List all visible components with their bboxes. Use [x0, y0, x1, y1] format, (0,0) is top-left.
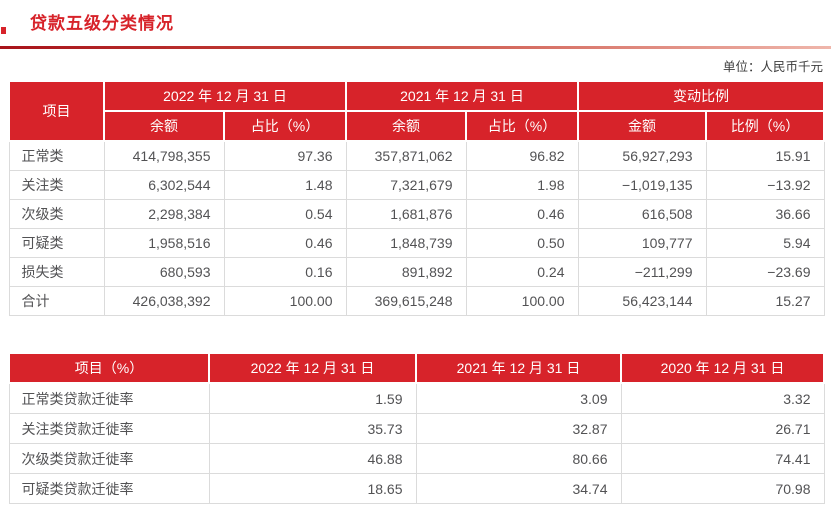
cell-pct-2022: 0.46: [223, 228, 347, 258]
table-row: 正常类贷款迁徙率 1.59 3.09 3.32: [8, 382, 825, 414]
cell-change-amount: 56,423,144: [577, 286, 707, 316]
cell-label: 合计: [8, 286, 105, 316]
table1-header-row-1: 项目 2022 年 12 月 31 日 2021 年 12 月 31 日 变动比…: [8, 80, 825, 142]
cell-balance-2022: 680,593: [103, 257, 225, 287]
header-cell-pct-2022: 占比（%）: [223, 110, 347, 142]
cell-pct-2022: 97.36: [223, 140, 347, 171]
header-cell-item: 项目: [8, 80, 105, 142]
cell-balance-2022: 426,038,392: [103, 286, 225, 316]
cell-2022: 1.59: [208, 382, 417, 414]
header-cell-date-2022: 2022 年 12 月 31 日: [103, 80, 347, 112]
cell-2020: 74.41: [620, 443, 825, 474]
cell-change-pct: 15.27: [705, 286, 825, 316]
table-row: 次级类 2,298,384 0.54 1,681,876 0.46 616,50…: [8, 199, 825, 229]
loan-migration-table: 项目（%） 2022 年 12 月 31 日 2021 年 12 月 31 日 …: [8, 352, 825, 504]
cell-label: 可疑类贷款迁徙率: [8, 473, 210, 504]
header-cell-date-2022: 2022 年 12 月 31 日: [208, 352, 417, 384]
cell-pct-2021: 0.24: [465, 257, 579, 287]
header-cell-pct-2021: 占比（%）: [465, 110, 579, 142]
header-cell-balance-2021: 余额: [345, 110, 467, 142]
header-cell-balance-2022: 余额: [103, 110, 225, 142]
cell-2021: 32.87: [415, 413, 622, 444]
cell-pct-2022: 100.00: [223, 286, 347, 316]
cell-label: 正常类: [8, 140, 105, 171]
table2-header-row: 项目（%） 2022 年 12 月 31 日 2021 年 12 月 31 日 …: [8, 352, 825, 384]
cell-pct-2022: 0.16: [223, 257, 347, 287]
cell-2021: 80.66: [415, 443, 622, 474]
cell-change-amount: 56,927,293: [577, 140, 707, 171]
table-row: 关注类 6,302,544 1.48 7,321,679 1.98 −1,019…: [8, 170, 825, 200]
cell-balance-2022: 414,798,355: [103, 140, 225, 171]
loan-five-level-table: 项目 2022 年 12 月 31 日 2021 年 12 月 31 日 变动比…: [8, 80, 825, 316]
cell-pct-2021: 0.50: [465, 228, 579, 258]
cell-balance-2022: 2,298,384: [103, 199, 225, 229]
table-row-total: 合计 426,038,392 100.00 369,615,248 100.00…: [8, 286, 825, 316]
cell-pct-2022: 0.54: [223, 199, 347, 229]
cell-2021: 3.09: [415, 382, 622, 414]
cell-label: 次级类: [8, 199, 105, 229]
cell-pct-2021: 1.98: [465, 170, 579, 200]
table-row: 可疑类 1,958,516 0.46 1,848,739 0.50 109,77…: [8, 228, 825, 258]
section-divider: [0, 46, 831, 49]
table-row: 关注类贷款迁徙率 35.73 32.87 26.71: [8, 413, 825, 444]
table1-header-row-2: 余额 占比（%） 余额 占比（%） 金额 比例（%）: [9, 110, 825, 142]
header-cell-amount: 金额: [577, 110, 707, 142]
cell-pct-2021: 0.46: [465, 199, 579, 229]
cell-balance-2021: 1,681,876: [345, 199, 467, 229]
cell-change-pct: 5.94: [705, 228, 825, 258]
title-accent-mark: [1, 27, 6, 34]
cell-balance-2022: 6,302,544: [103, 170, 225, 200]
header-cell-item-pct: 项目（%）: [8, 352, 210, 384]
cell-change-pct: −23.69: [705, 257, 825, 287]
cell-change-amount: 616,508: [577, 199, 707, 229]
header-cell-ratio: 比例（%）: [705, 110, 825, 142]
cell-balance-2022: 1,958,516: [103, 228, 225, 258]
cell-2021: 34.74: [415, 473, 622, 504]
table-row: 正常类 414,798,355 97.36 357,871,062 96.82 …: [8, 140, 825, 171]
cell-label: 可疑类: [8, 228, 105, 258]
cell-pct-2022: 1.48: [223, 170, 347, 200]
table-row: 可疑类贷款迁徙率 18.65 34.74 70.98: [8, 473, 825, 504]
cell-2020: 70.98: [620, 473, 825, 504]
cell-balance-2021: 891,892: [345, 257, 467, 287]
cell-change-pct: −13.92: [705, 170, 825, 200]
cell-label: 次级类贷款迁徙率: [8, 443, 210, 474]
cell-change-amount: −211,299: [577, 257, 707, 287]
cell-change-amount: −1,019,135: [577, 170, 707, 200]
cell-label: 损失类: [8, 257, 105, 287]
unit-label: 单位：人民币千元: [722, 60, 823, 74]
cell-change-amount: 109,777: [577, 228, 707, 258]
table-row: 损失类 680,593 0.16 891,892 0.24 −211,299 −…: [8, 257, 825, 287]
cell-balance-2021: 369,615,248: [345, 286, 467, 316]
page-title: 贷款五级分类情况: [30, 14, 174, 33]
cell-2022: 46.88: [208, 443, 417, 474]
cell-2020: 26.71: [620, 413, 825, 444]
cell-2020: 3.32: [620, 382, 825, 414]
cell-balance-2021: 357,871,062: [345, 140, 467, 171]
cell-change-pct: 15.91: [705, 140, 825, 171]
cell-pct-2021: 96.82: [465, 140, 579, 171]
cell-change-pct: 36.66: [705, 199, 825, 229]
header-cell-change: 变动比例: [577, 80, 825, 112]
header-cell-date-2020: 2020 年 12 月 31 日: [620, 352, 825, 384]
table-row: 次级类贷款迁徙率 46.88 80.66 74.41: [8, 443, 825, 474]
cell-balance-2021: 7,321,679: [345, 170, 467, 200]
cell-2022: 35.73: [208, 413, 417, 444]
cell-balance-2021: 1,848,739: [345, 228, 467, 258]
header-cell-date-2021: 2021 年 12 月 31 日: [345, 80, 579, 112]
cell-label: 关注类贷款迁徙率: [8, 413, 210, 444]
cell-label: 关注类: [8, 170, 105, 200]
cell-pct-2021: 100.00: [465, 286, 579, 316]
header-cell-date-2021: 2021 年 12 月 31 日: [415, 352, 622, 384]
cell-label: 正常类贷款迁徙率: [8, 382, 210, 414]
cell-2022: 18.65: [208, 473, 417, 504]
